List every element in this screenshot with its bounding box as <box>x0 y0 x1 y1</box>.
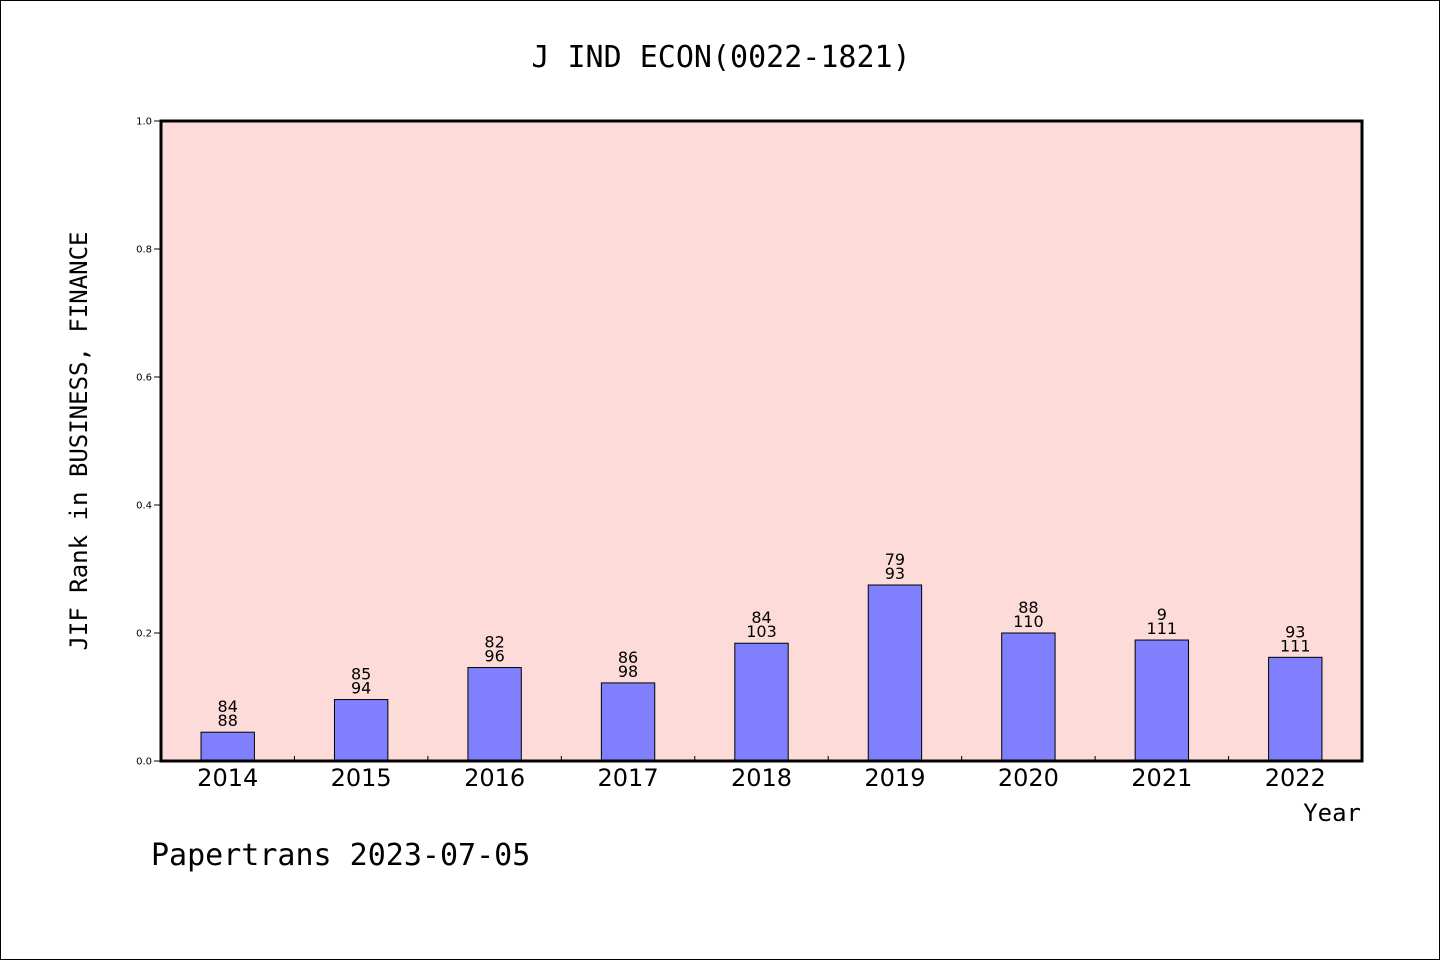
bar-2015 <box>333 699 389 762</box>
bar-label-total-2021: 111 <box>1147 619 1178 638</box>
bar-label-rank-2015: 85 <box>351 665 371 684</box>
x-tick-label-2017: 2017 <box>598 764 659 792</box>
bar-2020 <box>1001 632 1056 762</box>
x-tick-label-2020: 2020 <box>998 764 1059 792</box>
bars-layer <box>200 584 1323 762</box>
plot-border <box>159 119 1364 763</box>
bar-2018 <box>734 642 789 762</box>
bar-2021 <box>1134 639 1190 762</box>
bar-label-total-2022: 111 <box>1280 636 1311 655</box>
bar-2019 <box>867 584 923 762</box>
y-tick-label: 1.0 <box>136 117 152 128</box>
y-tick-label: 0.8 <box>136 245 152 256</box>
x-tick-label-2019: 2019 <box>864 764 925 792</box>
x-axis: 2014 2015 2016 2017 2018 2019 2020 2021 2022 <box>197 756 1326 792</box>
bar-label-total-2020: 110 <box>1013 612 1044 631</box>
bar-label-total-2019: 93 <box>885 564 905 583</box>
chart-title: J IND ECON(0022-1821) <box>531 40 910 75</box>
y-tick-label: 0.6 <box>136 373 152 384</box>
bar-label-total-2016: 96 <box>484 647 504 666</box>
x-tick-label-2014: 2014 <box>197 764 258 792</box>
bar-label-rank-2018: 84 <box>751 608 771 627</box>
bar-2014 <box>200 731 255 762</box>
x-axis-label: Year <box>1303 799 1361 827</box>
bar-label-rank-2020: 88 <box>1018 598 1038 617</box>
bar-label-rank-2019: 79 <box>885 550 905 569</box>
bar-label-rank-2017: 86 <box>618 648 638 667</box>
bar-label-total-2015: 94 <box>351 679 371 698</box>
y-axis-label: JIF Rank in BUSINESS, FINANCE <box>65 231 93 650</box>
y-tick-label: 0.2 <box>136 629 152 640</box>
bar-2022 <box>1268 656 1323 762</box>
x-tick-label-2015: 2015 <box>331 764 392 792</box>
bar-label-total-2017: 98 <box>618 662 638 681</box>
bar-label-rank-2016: 82 <box>484 633 504 652</box>
x-tick-label-2016: 2016 <box>464 764 525 792</box>
bar-label-rank-2021: 9 <box>1157 605 1167 624</box>
bar-label-rank-2022: 93 <box>1285 622 1305 641</box>
y-tick-label: 0.4 <box>136 501 152 512</box>
bar-label-total-2014: 88 <box>218 711 238 730</box>
x-tick-label-2022: 2022 <box>1265 764 1326 792</box>
bar-2016 <box>467 667 522 762</box>
y-axis: 0.0 0.2 0.4 0.6 0.8 1.0 <box>136 117 161 768</box>
bar-2017 <box>600 682 656 762</box>
footer-source-date: Papertrans 2023-07-05 <box>151 838 530 873</box>
x-tick-label-2018: 2018 <box>731 764 792 792</box>
x-tick-label-2021: 2021 <box>1131 764 1192 792</box>
bar-label-rank-2014: 84 <box>218 697 238 716</box>
y-tick-label: 0.0 <box>136 757 152 768</box>
bar-label-total-2018: 103 <box>746 622 777 641</box>
